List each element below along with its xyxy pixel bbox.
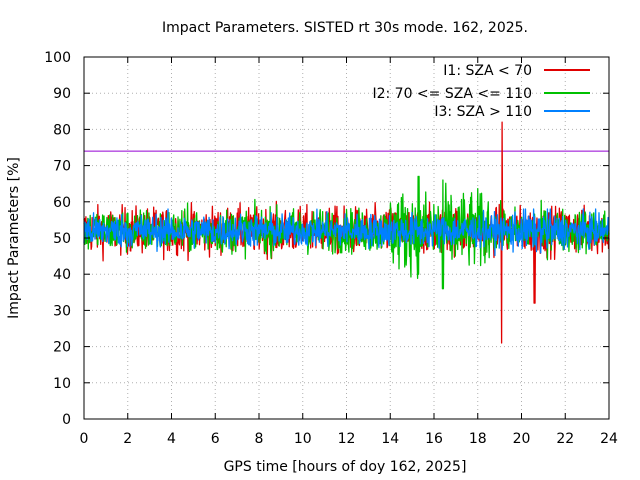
series-layer <box>83 121 610 344</box>
chart-title: Impact Parameters. SISTED rt 30s mode. 1… <box>162 20 528 36</box>
x-tick-label: 2 <box>123 431 132 447</box>
legend-label-i2: I2: 70 <= SZA <= 110 <box>372 86 532 102</box>
x-tick-label: 14 <box>381 431 399 447</box>
x-tick-label: 18 <box>469 431 487 447</box>
y-tick-label: 100 <box>44 50 71 66</box>
x-tick-label: 10 <box>294 431 312 447</box>
x-tick-label: 6 <box>211 431 220 447</box>
legend-label-i1: I1: SZA < 70 <box>443 63 532 79</box>
y-tick-label: 70 <box>53 159 71 175</box>
y-tick-label: 20 <box>53 340 71 356</box>
x-tick-label: 22 <box>556 431 574 447</box>
y-tick-label: 0 <box>62 412 71 428</box>
legend: I1: SZA < 70 I2: 70 <= SZA <= 110 I3: SZ… <box>372 63 590 120</box>
x-tick-label: 8 <box>255 431 264 447</box>
y-tick-label: 40 <box>53 267 71 283</box>
y-tick-label: 60 <box>53 195 71 211</box>
x-tick-label: 12 <box>338 431 356 447</box>
y-tick-label: 30 <box>53 303 71 319</box>
x-tick-label: 0 <box>80 431 89 447</box>
series-line-3 <box>83 208 610 257</box>
x-axis-label: GPS time [hours of doy 162, 2025] <box>224 459 467 475</box>
axis-ticks <box>83 56 610 420</box>
x-tick-label: 24 <box>600 431 618 447</box>
y-axis-label: Impact Parameters [%] <box>6 157 22 319</box>
x-tick-label: 16 <box>425 431 443 447</box>
x-tick-label: 20 <box>513 431 531 447</box>
x-tick-label: 4 <box>167 431 176 447</box>
legend-label-i3: I3: SZA > 110 <box>434 104 532 120</box>
y-tick-label: 50 <box>53 231 71 247</box>
y-tick-label: 80 <box>53 122 71 138</box>
y-tick-label: 90 <box>53 86 71 102</box>
y-tick-label: 10 <box>53 376 71 392</box>
